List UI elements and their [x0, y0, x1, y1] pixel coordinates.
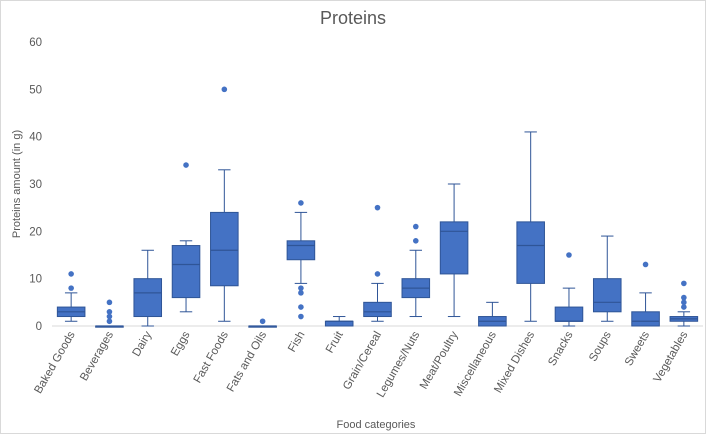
outlier-point [681, 280, 687, 287]
outlier-point [298, 313, 304, 320]
y-tick-label: 10 [29, 274, 42, 286]
outlier-point [298, 304, 304, 310]
box-iqr [286, 240, 316, 261]
box-iqr [171, 245, 201, 299]
box-soups [592, 235, 622, 322]
box-eggs [171, 162, 201, 313]
outlier-point [374, 204, 381, 211]
box-iqr [592, 278, 622, 313]
outlier-point [106, 318, 113, 325]
box-dairy [133, 249, 163, 327]
y-tick-label: 50 [29, 84, 42, 96]
box-baked-goods [56, 271, 86, 322]
outlier-point [681, 294, 687, 301]
outlier-point [681, 299, 687, 306]
chart-title: Proteins [320, 8, 386, 28]
outlier-point [106, 299, 113, 306]
y-tick-label: 60 [29, 37, 42, 49]
box-iqr [554, 306, 584, 322]
box-sweets [631, 261, 660, 327]
box-grain-cereal [363, 204, 392, 322]
box-vegetables [669, 280, 699, 327]
outlier-point [642, 261, 649, 268]
outlier-point [68, 271, 74, 277]
boxes [56, 86, 699, 328]
outlier-point [298, 200, 304, 206]
y-axis-label: Proteins amount (in g) [11, 130, 23, 238]
box-iqr [133, 278, 163, 318]
box-legumes-nuts [401, 223, 431, 318]
outlier-point [298, 285, 304, 291]
box-iqr [210, 211, 239, 287]
outlier-point [298, 290, 304, 296]
box-iqr [324, 320, 354, 327]
outlier-point [681, 304, 687, 310]
box-beverages [95, 299, 124, 328]
x-axis-label: Food categories [337, 419, 416, 431]
outlier-point [374, 271, 381, 277]
box-fruit [324, 316, 354, 327]
box-iqr [631, 311, 660, 327]
box-miscellaneous [478, 301, 507, 327]
box-meat-poultry [439, 183, 469, 318]
outlier-point [68, 285, 74, 291]
box-fish [286, 200, 316, 320]
y-tick-label: 30 [29, 179, 42, 191]
box-iqr [363, 301, 392, 318]
box-iqr [439, 221, 469, 275]
y-axis: 0 10 20 30 40 50 60 [29, 37, 42, 333]
box-iqr [516, 221, 545, 284]
y-tick-label: 20 [29, 226, 42, 238]
outlier-point [106, 309, 113, 315]
outlier-point [106, 313, 113, 320]
box-fast-foods [210, 86, 239, 322]
outlier-point [259, 318, 266, 325]
box-mixed-dishes [516, 131, 545, 322]
y-tick-label: 40 [29, 132, 42, 144]
outlier-point [412, 223, 419, 230]
outlier-point [566, 252, 572, 258]
box-snacks [554, 252, 584, 327]
y-tick-label: 0 [36, 321, 42, 333]
outlier-point [183, 162, 189, 168]
outlier-point [412, 238, 419, 244]
box-fats-and-oils [248, 318, 277, 328]
outlier-point [221, 86, 228, 93]
